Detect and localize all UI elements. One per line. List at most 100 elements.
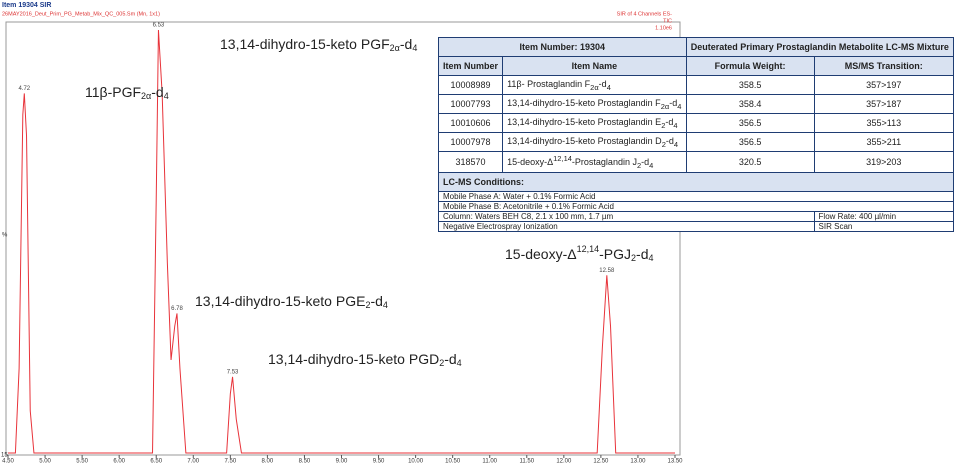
cell: 318570 bbox=[437, 151, 504, 173]
name-cell: 11β- Prostaglandin F2α-d4 bbox=[502, 75, 687, 95]
text-part: 13,14-dihydro-15-keto PGF bbox=[220, 36, 390, 52]
data-row: 10007793 13,14-dihydro-15-keto Prostaglan… bbox=[437, 94, 955, 114]
text-part: 13,14-dihydro-15-keto Prostaglandin F bbox=[507, 97, 661, 108]
text-part: 13,14-dihydro-15-keto PGD bbox=[268, 351, 439, 367]
subscript: 2α bbox=[141, 91, 151, 101]
x-tick-label: 5.50 bbox=[76, 459, 88, 465]
section-title: LC-MS Conditions: bbox=[438, 171, 954, 192]
text-part: 15-deoxy-Δ bbox=[505, 246, 577, 262]
text-part: 11β-PGF bbox=[85, 84, 141, 100]
x-tick-label: 12.00 bbox=[556, 459, 572, 465]
name-cell: 13,14-dihydro-15-keto Prostaglandin E2-d… bbox=[502, 113, 687, 133]
column-header: Item Number bbox=[437, 56, 504, 76]
section-row: LC-MS Conditions: bbox=[438, 171, 954, 192]
condition-cell: SIR Scan bbox=[813, 220, 955, 232]
subscript: 2α bbox=[660, 101, 670, 111]
x-tick-label: 4.50 bbox=[2, 459, 14, 465]
cell: 356.5 bbox=[685, 113, 815, 133]
peak-label: 4.72 bbox=[18, 86, 30, 92]
subscript: 4 bbox=[649, 253, 654, 263]
cell: 10008989 bbox=[437, 75, 504, 95]
info-table: Item Number: 19304 Deuterated Primary Pro… bbox=[437, 37, 955, 232]
x-tick-label: 7.00 bbox=[187, 459, 199, 465]
subscript: 2 bbox=[439, 358, 444, 368]
data-row: 318570 15-deoxy-Δ12,14-Prostaglandin J2-d… bbox=[437, 151, 955, 173]
text-part: -d bbox=[151, 84, 163, 100]
text-part: 11β- Prostaglandin F bbox=[507, 78, 591, 89]
subscript: 4 bbox=[649, 160, 654, 170]
text-part: -d bbox=[665, 135, 674, 146]
text-part: -d bbox=[444, 351, 456, 367]
peak-annotation: 11β-PGF2α-d4 bbox=[85, 84, 169, 102]
cell: 320.5 bbox=[685, 151, 815, 173]
subscript: 2 bbox=[365, 300, 370, 310]
corner-label: 15 bbox=[1, 453, 8, 459]
subscript: 2α bbox=[590, 82, 599, 92]
cell: 356.5 bbox=[685, 132, 815, 152]
column-header: Item Name bbox=[502, 56, 687, 76]
peak-label: 6.78 bbox=[171, 306, 183, 312]
name-cell: 13,14-dihydro-15-keto Prostaglandin D2-d… bbox=[502, 132, 687, 152]
column-header: MS/MS Transition: bbox=[813, 56, 955, 76]
peak-label: 12.58 bbox=[599, 268, 615, 274]
name-cell: 13,14-dihydro-15-keto Prostaglandin F2α-… bbox=[502, 94, 687, 114]
subscript: 2 bbox=[661, 139, 666, 149]
condition-cell: Mobile Phase B: Acetonitrile + 0.1% Form… bbox=[438, 200, 954, 212]
x-tick-label: 6.50 bbox=[150, 459, 162, 465]
x-tick-label: 10.50 bbox=[445, 459, 461, 465]
cell: 355>211 bbox=[813, 132, 955, 152]
text-part: 13,14-dihydro-15-keto Prostaglandin E bbox=[507, 116, 662, 127]
subscript: 4 bbox=[677, 101, 682, 111]
column-row: Item Number Item Name Formula Weight: MS/MS… bbox=[437, 56, 955, 76]
x-tick-label: 5.00 bbox=[39, 459, 51, 465]
text-part: -d bbox=[665, 116, 674, 127]
x-tick-label: 12.50 bbox=[593, 459, 609, 465]
cell: 10010606 bbox=[437, 113, 504, 133]
x-tick-label: 8.50 bbox=[299, 459, 311, 465]
subscript: 4 bbox=[673, 139, 679, 149]
channel-info: 1.10e6 bbox=[655, 25, 672, 31]
header-row: Item Number: 19304 Deuterated Primary Pro… bbox=[438, 37, 955, 57]
y-label: % bbox=[2, 233, 8, 239]
text-part: -d bbox=[669, 97, 678, 108]
cell: 10007793 bbox=[437, 94, 504, 114]
header-cell: Deuterated Primary Prostaglandin Metabol… bbox=[685, 37, 955, 57]
name-cell: 15-deoxy-Δ12,14-Prostaglandin J2-d4 bbox=[502, 151, 687, 173]
text-part: -d bbox=[641, 157, 650, 167]
peak-annotation: 13,14-dihydro-15-keto PGE2-d4 bbox=[195, 293, 388, 311]
cell: 319>203 bbox=[813, 151, 955, 173]
x-tick-label: 9.50 bbox=[373, 459, 385, 465]
x-tick-label: 11.50 bbox=[519, 459, 534, 465]
condition-cell: Column: Waters BEH C8, 2.1 x 100 mm, 1.7… bbox=[438, 210, 815, 222]
cell: 10007978 bbox=[437, 132, 504, 152]
superscript: 12,14 bbox=[577, 244, 600, 254]
condition-row: Column: Waters BEH C8, 2.1 x 100 mm, 1.7… bbox=[438, 210, 955, 222]
cell: 358.4 bbox=[685, 94, 815, 114]
data-row: 10010606 13,14-dihydro-15-keto Prostaglan… bbox=[437, 113, 955, 133]
subscript: 2 bbox=[631, 253, 636, 263]
text-part: 13,14-dihydro-15-keto PGE bbox=[195, 293, 365, 309]
subscript: 4 bbox=[673, 120, 678, 130]
column-header: Formula Weight: bbox=[685, 56, 815, 76]
subscript: 4 bbox=[383, 300, 388, 310]
cell: 357>197 bbox=[813, 75, 955, 95]
chart-subtitle: 26MAY2016_Deut_Prim_PG_Metab_Mix_QC_005.… bbox=[2, 11, 160, 17]
text-part: -d bbox=[400, 36, 412, 52]
subscript: 4 bbox=[412, 43, 417, 53]
condition-cell: Mobile Phase A: Water + 0.1% Formic Acid bbox=[438, 190, 954, 202]
subscript: 4 bbox=[164, 91, 169, 101]
plot-frame bbox=[5, 21, 681, 456]
peak-label: 7.53 bbox=[227, 369, 239, 375]
subscript: 4 bbox=[457, 358, 462, 368]
condition-cell: Negative Electrospray Ionization bbox=[438, 220, 815, 232]
text-part: -PGJ bbox=[599, 246, 631, 262]
condition-row: Mobile Phase B: Acetonitrile + 0.1% Form… bbox=[438, 200, 954, 212]
x-tick-label: 13.00 bbox=[630, 459, 646, 465]
text-part: 13,14-dihydro-15-keto Prostaglandin D bbox=[507, 135, 662, 146]
channel-info: SIR of 4 Channels ES- bbox=[617, 11, 673, 17]
x-tick-label: 11.00 bbox=[482, 459, 497, 465]
channel-info: TIC bbox=[663, 18, 672, 24]
data-row: 10008989 11β- Prostaglandin F2α-d4 358.5 35… bbox=[437, 75, 955, 95]
condition-row: Mobile Phase A: Water + 0.1% Formic Acid bbox=[438, 190, 954, 202]
